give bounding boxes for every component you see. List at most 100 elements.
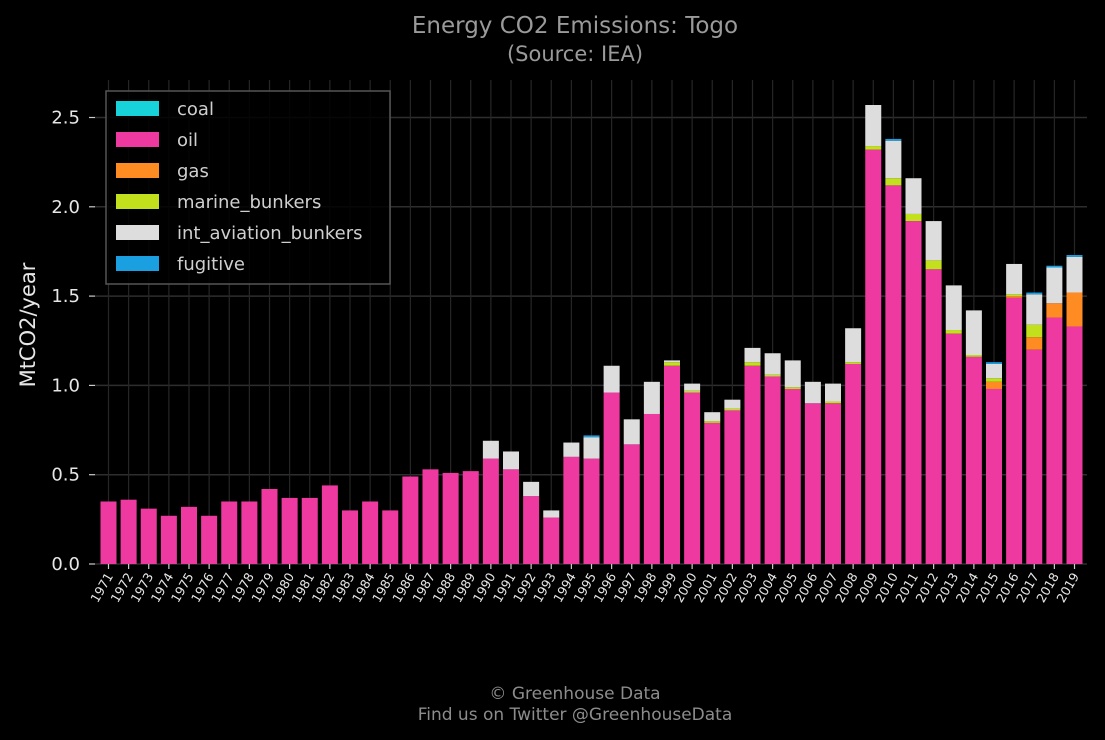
bar-oil-1975 [181,506,197,564]
bar-oil-1980 [281,497,298,564]
bar-fugitive-2015 [986,362,1002,364]
bar-marine-bunkers-2014 [965,355,982,357]
x-axis: 1971197219731974197519761977197819791980… [87,564,1082,605]
legend-label-fugitive: fugitive [177,254,245,275]
bar-oil-2008 [845,363,862,564]
bar-oil-1977 [221,501,238,564]
legend-label-int-aviation-bunkers: int_aviation_bunkers [177,223,363,244]
bar-marine-bunkers-2002 [724,408,741,411]
bar-gas-2016 [1006,296,1023,298]
bar-oil-2013 [945,333,962,564]
bar-marine-bunkers-2008 [845,362,862,364]
legend: coal oil gas marine_bunkers int_aviation_bun… [105,90,391,285]
legend-swatch-coal [116,101,159,116]
bar-int-aviation-bunkers-2018 [1046,267,1063,304]
bar-int-aviation-bunkers-2008 [845,328,862,363]
bar-oil-1991 [503,469,519,564]
bar-oil-1974 [160,515,177,564]
bar-int-aviation-bunkers-2006 [804,381,821,404]
legend-box [105,90,391,285]
y-tick-label: 2.0 [51,197,80,218]
bar-fugitive-2010 [885,138,902,141]
bar-oil-2010 [885,185,902,565]
legend-swatch-int-aviation-bunkers [116,225,159,240]
bar-int-aviation-bunkers-2004 [764,353,781,375]
bar-int-aviation-bunkers-2009 [865,104,882,147]
bar-oil-2009 [865,149,882,564]
bar-int-aviation-bunkers-1994 [563,442,580,457]
bar-oil-2014 [965,356,982,564]
bar-marine-bunkers-2001 [704,421,721,423]
bar-oil-2012 [925,269,942,564]
bar-int-aviation-bunkers-2014 [965,310,982,356]
legend-label-oil: oil [177,130,198,151]
bar-marine-bunkers-2012 [925,260,942,270]
bar-int-aviation-bunkers-2012 [925,221,942,261]
bar-oil-2017 [1026,349,1043,564]
legend-swatch-fugitive [116,256,159,271]
bar-int-aviation-bunkers-2001 [704,412,721,422]
bar-marine-bunkers-2000 [684,390,701,393]
legend-swatch-oil [116,132,159,147]
bar-oil-2018 [1046,317,1063,564]
bar-oil-1972 [120,499,137,564]
bar-oil-1998 [643,413,660,564]
bar-int-aviation-bunkers-1993 [543,510,560,518]
bar-marine-bunkers-2004 [764,374,781,377]
bar-marine-bunkers-2009 [865,146,882,150]
bar-marine-bunkers-2011 [905,213,922,222]
bar-gas-2018 [1046,303,1063,318]
bar-int-aviation-bunkers-2013 [945,285,962,331]
bar-oil-1994 [563,456,580,564]
y-tick-label: 2.5 [51,108,80,129]
bar-int-aviation-bunkers-2000 [684,383,701,391]
bar-oil-2011 [905,221,922,564]
bar-oil-2006 [804,403,821,564]
bar-oil-1981 [301,497,318,564]
bar-int-aviation-bunkers-2016 [1006,263,1023,295]
bar-oil-1986 [402,476,419,564]
y-tick-label: 1.0 [51,375,80,396]
bar-oil-1979 [261,488,278,564]
bar-oil-1978 [241,501,258,564]
bar-marine-bunkers-2007 [825,401,841,404]
bar-gas-2017 [1026,337,1043,350]
bar-marine-bunkers-2017 [1026,324,1043,338]
bar-int-aviation-bunkers-1991 [503,451,519,470]
bar-int-aviation-bunkers-2003 [744,347,761,363]
y-axis: 0.0 0.5 1.0 1.5 2.0 2.5 [51,108,95,575]
bar-int-aviation-bunkers-1995 [583,437,600,459]
bar-int-aviation-bunkers-2007 [825,383,841,402]
bar-oil-1982 [321,485,338,564]
bar-int-aviation-bunkers-1990 [482,440,499,459]
bar-oil-2004 [764,376,781,564]
bar-int-aviation-bunkers-2011 [905,178,922,214]
bar-oil-2001 [704,422,721,564]
bar-oil-2003 [744,365,761,564]
bar-oil-1990 [482,458,499,564]
bar-int-aviation-bunkers-1999 [664,360,680,363]
bar-int-aviation-bunkers-2015 [986,363,1002,379]
bar-oil-1999 [664,365,680,564]
bar-oil-1997 [623,444,640,564]
bar-oil-1988 [442,472,459,564]
y-tick-label: 0.5 [51,465,80,486]
bar-oil-2015 [986,388,1002,564]
bar-int-aviation-bunkers-1997 [623,419,640,445]
bar-gas-2019 [1066,292,1083,327]
bar-int-aviation-bunkers-1996 [603,365,620,393]
bar-oil-1976 [201,515,218,564]
legend-label-coal: coal [177,99,214,120]
legend-swatch-gas [116,163,159,178]
bar-marine-bunkers-2015 [986,378,1002,382]
bar-oil-1989 [462,471,479,564]
bar-fugitive-2019 [1066,255,1083,257]
bar-oil-1996 [603,392,620,564]
bar-fugitive-2017 [1026,292,1043,295]
bar-marine-bunkers-2016 [1006,294,1023,297]
bar-oil-2016 [1006,297,1023,564]
bar-oil-1983 [342,510,358,564]
bar-oil-2019 [1066,326,1083,564]
bar-int-aviation-bunkers-2017 [1026,294,1043,325]
